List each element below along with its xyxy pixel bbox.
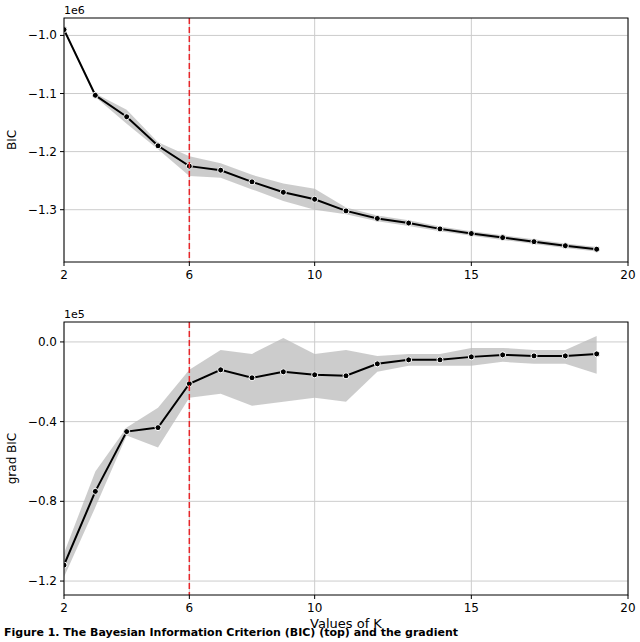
point: [92, 488, 98, 494]
tick: [60, 581, 64, 582]
plot-area: [64, 322, 600, 595]
subplot: 2 6 10 15 20 −1.0 −1.1 −1.2 −1.3 1e6 BIC: [5, 4, 636, 282]
point: [500, 352, 506, 358]
frame: [64, 18, 628, 262]
point: [500, 235, 506, 241]
grid-line: [64, 151, 628, 152]
tick: [189, 595, 190, 599]
point: [124, 114, 130, 120]
point: [312, 372, 318, 378]
tick-label: −0.4: [28, 415, 57, 429]
point: [562, 243, 568, 249]
point: [155, 143, 161, 149]
point: [343, 208, 349, 214]
point: [437, 226, 443, 232]
point: [468, 231, 474, 237]
point: [406, 220, 412, 226]
point: [218, 367, 224, 373]
band: [64, 336, 597, 577]
tick-label: −0.8: [28, 494, 57, 508]
tick-label: 20: [620, 268, 635, 282]
point: [594, 246, 600, 252]
tick: [60, 501, 64, 502]
grid-line: [64, 93, 628, 94]
plot-area: [64, 18, 600, 262]
grid-line: [189, 322, 190, 595]
band: [64, 28, 597, 252]
point: [312, 196, 318, 202]
tick: [314, 262, 315, 266]
tick-label: −1.3: [28, 203, 57, 217]
point: [562, 353, 568, 359]
point: [280, 369, 286, 375]
line: [64, 354, 597, 565]
point: [155, 425, 161, 431]
tick: [471, 595, 472, 599]
grid-line: [314, 18, 315, 262]
tick-label: 2: [60, 268, 68, 282]
line: [64, 30, 597, 250]
grid-line: [64, 35, 628, 36]
point: [594, 351, 600, 357]
point: [374, 361, 380, 367]
grid-line: [189, 18, 190, 262]
point: [218, 167, 224, 173]
tick-label: 10: [307, 268, 322, 282]
point: [343, 373, 349, 379]
point: [124, 429, 130, 435]
tick: [64, 262, 65, 266]
tick-label: 6: [186, 268, 194, 282]
subplot: 261015200.0−0.4−0.8−1.21e5grad BICValues…: [5, 308, 636, 631]
tick-label: 10: [307, 601, 322, 615]
tick-label: 0.0: [38, 335, 57, 349]
grid-line: [64, 581, 628, 582]
point: [406, 357, 412, 363]
point: [468, 354, 474, 360]
tick: [628, 262, 629, 266]
point: [249, 179, 255, 185]
reference-line: [189, 18, 191, 262]
tick: [60, 35, 64, 36]
tick-label: −1.2: [28, 145, 57, 159]
tick: [60, 421, 64, 422]
tick: [60, 209, 64, 210]
reference-line: [189, 322, 191, 595]
point: [374, 215, 380, 221]
figure: 2 6 10 15 20 −1.0 −1.1 −1.2 −1.3 1e6 BIC 2 6 10 15 20 0.…: [0, 0, 640, 642]
grid-line: [471, 18, 472, 262]
tick-label: 6: [186, 601, 194, 615]
point: [249, 375, 255, 381]
tick: [314, 595, 315, 599]
tick-label: −1.0: [28, 28, 57, 42]
tick: [471, 262, 472, 266]
tick: [60, 151, 64, 152]
axis-label: BIC: [5, 130, 19, 150]
axis-label: grad BIC: [5, 433, 19, 485]
tick: [189, 262, 190, 266]
tick-label: −1.1: [28, 87, 57, 101]
tick: [60, 341, 64, 342]
point: [531, 239, 537, 245]
caption: Figure 1. The Bayesian Information Crite…: [4, 626, 458, 639]
frame: [64, 322, 628, 595]
point: [92, 92, 98, 98]
grid-line: [64, 341, 628, 342]
tick: [60, 93, 64, 94]
point: [280, 189, 286, 195]
tick-label: 15: [464, 601, 479, 615]
tick-label: 2: [60, 601, 68, 615]
tick-label: 15: [464, 268, 479, 282]
point: [531, 353, 537, 359]
tick-label: 20: [620, 601, 635, 615]
tick: [64, 595, 65, 599]
grid-line: [64, 501, 628, 502]
tick: [628, 595, 629, 599]
point: [437, 357, 443, 363]
tick-label: −1.2: [28, 574, 57, 588]
axis-multiplier: 1e6: [64, 4, 85, 17]
axis-multiplier: 1e5: [64, 308, 85, 321]
